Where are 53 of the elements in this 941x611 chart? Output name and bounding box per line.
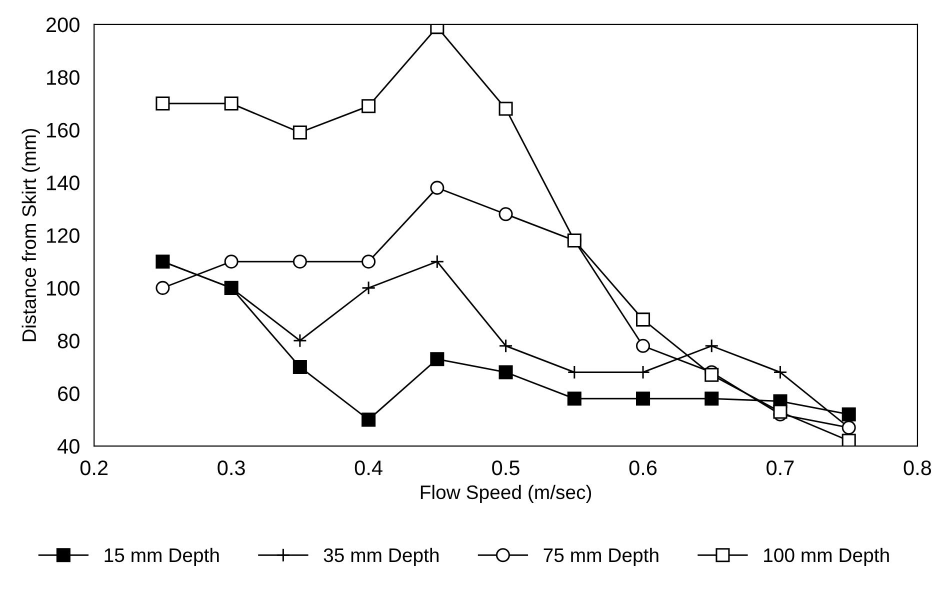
point: [498, 365, 513, 380]
point: [704, 338, 719, 353]
point: [292, 254, 307, 269]
legend-label: 15 mm Depth: [104, 548, 219, 566]
y-tick-label: 80: [58, 334, 80, 348]
point: [292, 125, 307, 140]
x-tick-label: 0.4: [354, 460, 382, 476]
point: [156, 280, 170, 295]
point: [224, 96, 238, 111]
point: [362, 412, 376, 427]
y-tick-label: 140: [47, 176, 80, 190]
x-tick-label: 0.2: [80, 460, 108, 476]
point: [842, 407, 856, 422]
x-tick-label: 0.3: [218, 460, 245, 476]
point: [773, 404, 788, 419]
x-tick-label: 0.8: [904, 460, 932, 476]
point: [704, 368, 719, 382]
y-tick-label: 60: [58, 386, 80, 402]
point: [636, 338, 650, 353]
point: [430, 352, 444, 366]
x-tick-label: 0.5: [492, 460, 520, 476]
point: [498, 338, 513, 353]
y-tick-label: 100: [47, 280, 80, 296]
point: [704, 392, 719, 406]
point: [498, 207, 513, 222]
point: [362, 99, 376, 114]
point: [773, 365, 788, 380]
legend-label: 75 mm Depth: [544, 548, 658, 566]
point: [362, 254, 376, 269]
point: [567, 392, 582, 406]
point: [362, 280, 376, 295]
point: [842, 434, 856, 446]
y-tick-label: 40: [58, 439, 80, 454]
point: [224, 254, 238, 269]
y-tick-label: 160: [47, 122, 80, 138]
point: [292, 360, 307, 374]
y-tick-label: 180: [47, 70, 80, 85]
point: [567, 233, 582, 248]
point: [292, 334, 307, 348]
point: [636, 392, 650, 406]
point: [430, 254, 444, 269]
legend-label: 100 mm Depth: [764, 548, 889, 566]
point: [498, 102, 513, 116]
y-tick-label: 120: [47, 228, 80, 243]
legend-label: 35 mm Depth: [324, 548, 439, 566]
y-axis-title: Distance from Skirt (mm): [22, 128, 40, 342]
x-tick-label: 0.7: [766, 460, 794, 476]
y-tick-label: 200: [46, 17, 80, 32]
point: [156, 96, 170, 111]
point: [636, 312, 650, 327]
x-axis-title: Flow Speed (m/sec): [420, 484, 592, 504]
x-tick-label: 0.6: [629, 460, 657, 476]
point: [430, 180, 444, 195]
